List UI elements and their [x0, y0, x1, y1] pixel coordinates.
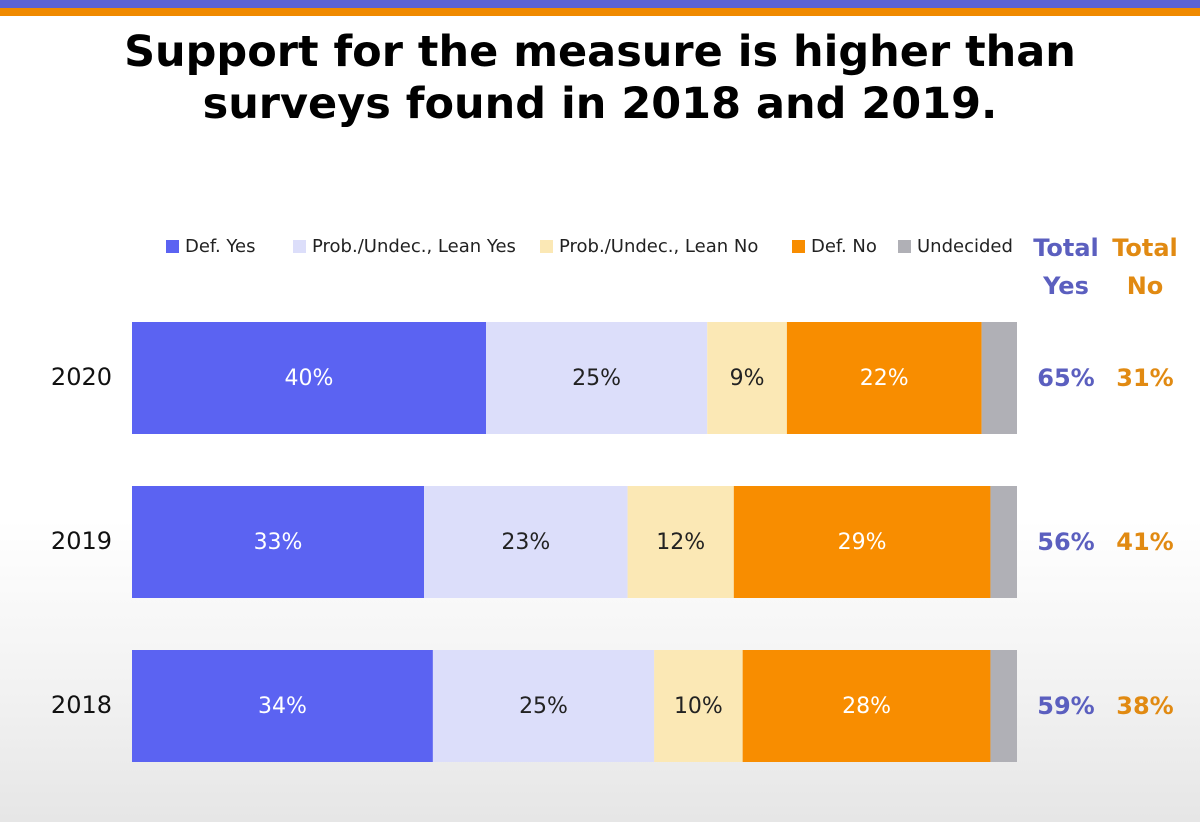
total-no-header-1: Total	[1112, 234, 1178, 262]
legend-swatch-5	[898, 240, 911, 253]
bar-2018-series-2	[432, 650, 655, 762]
bar-2020-series-1	[132, 322, 486, 434]
legend-label-3: Prob./Undec., Lean No	[559, 236, 758, 257]
legend-swatch-1	[166, 240, 179, 253]
category-label-2019: 2019	[51, 527, 112, 555]
legend-label-2: Prob./Undec., Lean Yes	[312, 236, 516, 257]
total-yes-header-2: Yes	[1042, 272, 1089, 300]
data-label-2018-series-3: 10%	[674, 694, 723, 719]
bar-2019-series-3	[627, 486, 734, 598]
category-label-2020: 2020	[51, 363, 112, 391]
chart-title-line-1: Support for the measure is higher than	[124, 27, 1076, 77]
total-yes-2019: 56%	[1037, 528, 1094, 556]
bar-2020-series-3	[707, 322, 787, 434]
total-no-2020: 31%	[1116, 364, 1173, 392]
data-label-2018-series-4: 28%	[842, 694, 891, 719]
legend-swatch-2	[293, 240, 306, 253]
category-label-2018: 2018	[51, 691, 112, 719]
chart-title: Support for the measure is higher than s…	[0, 26, 1200, 130]
data-label-2020-series-3: 9%	[730, 366, 765, 391]
data-label-2019-series-4: 29%	[838, 530, 887, 555]
bar-2019-series-1	[132, 486, 425, 598]
bar-2018-series-4	[742, 650, 991, 762]
legend-label-5: Undecided	[917, 236, 1013, 257]
bar-2020-series-5	[981, 322, 1017, 434]
top-accent-bar-orange	[0, 8, 1200, 16]
data-label-2020-series-1: 40%	[285, 366, 334, 391]
top-accent-bar-blue	[0, 0, 1200, 8]
total-yes-2018: 59%	[1037, 692, 1094, 720]
data-label-2019-series-1: 33%	[254, 530, 303, 555]
total-yes-header-1: Total	[1033, 234, 1099, 262]
total-no-2018: 38%	[1116, 692, 1173, 720]
bar-2019-series-4	[733, 486, 991, 598]
bar-2019-series-2	[424, 486, 628, 598]
bar-2020-series-4	[786, 322, 982, 434]
data-label-2020-series-4: 22%	[860, 366, 909, 391]
data-label-2018-series-2: 25%	[519, 694, 568, 719]
data-label-2019-series-2: 23%	[501, 530, 550, 555]
bar-2018-series-5	[990, 650, 1017, 762]
data-label-2019-series-3: 12%	[656, 530, 705, 555]
total-yes-2020: 65%	[1037, 364, 1094, 392]
bar-2018-series-1	[132, 650, 433, 762]
chart-title-line-2: surveys found in 2018 and 2019.	[202, 79, 998, 129]
bar-2020-series-2	[486, 322, 708, 434]
legend-swatch-4	[792, 240, 805, 253]
legend-label-4: Def. No	[811, 236, 877, 257]
legend-swatch-3	[540, 240, 553, 253]
bar-2019-series-5	[990, 486, 1017, 598]
data-label-2020-series-2: 25%	[572, 366, 621, 391]
bar-2018-series-3	[654, 650, 743, 762]
legend-label-1: Def. Yes	[185, 236, 255, 257]
total-no-2019: 41%	[1116, 528, 1173, 556]
total-no-header-2: No	[1127, 272, 1164, 300]
data-label-2018-series-1: 34%	[258, 694, 307, 719]
